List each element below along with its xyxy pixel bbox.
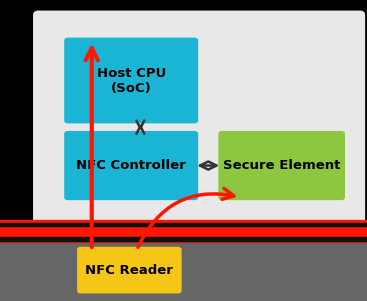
FancyBboxPatch shape [64,131,198,200]
Text: Secure Element: Secure Element [223,159,340,172]
FancyArrowPatch shape [138,188,234,247]
FancyBboxPatch shape [218,131,345,200]
Text: Host CPU
(SoC): Host CPU (SoC) [97,67,166,95]
FancyBboxPatch shape [64,38,198,123]
Bar [0,242,367,301]
Bar [0,237,367,241]
Text: NFC Controller: NFC Controller [76,159,186,172]
FancyBboxPatch shape [33,11,365,229]
FancyBboxPatch shape [77,247,182,293]
Bar [0,223,367,226]
Text: NFC Reader: NFC Reader [86,264,173,277]
Bar [0,220,367,242]
